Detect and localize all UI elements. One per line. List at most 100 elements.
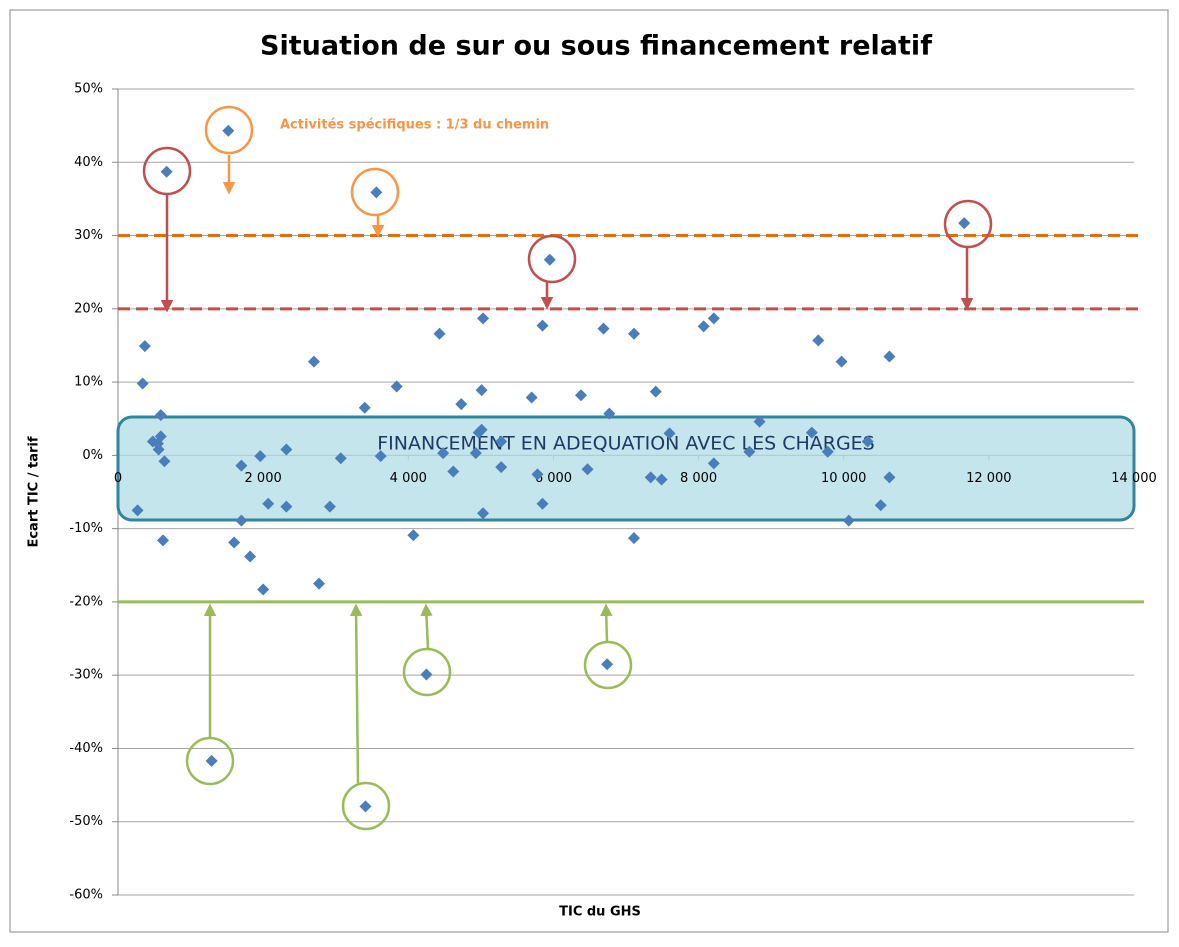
- arrow: [420, 603, 433, 650]
- point: [883, 471, 896, 484]
- x-tick-label: 10 000: [821, 471, 867, 486]
- point: [707, 457, 720, 470]
- point: [280, 500, 293, 513]
- point: [495, 461, 508, 474]
- point: [262, 497, 275, 510]
- point: [334, 452, 347, 465]
- x-tick-label: 2 000: [245, 471, 282, 486]
- point: [469, 447, 482, 460]
- arrow: [349, 603, 363, 784]
- point: [597, 322, 610, 335]
- y-tick-label: -10%: [69, 521, 103, 536]
- points: [131, 124, 971, 813]
- point: [307, 355, 320, 368]
- point: [235, 459, 248, 472]
- annotation: Activités spécifiques : 1/3 du chemin: [280, 118, 549, 133]
- point: [644, 471, 657, 484]
- point: [433, 327, 446, 340]
- point: [835, 355, 848, 368]
- x-tick-label: 12 000: [966, 471, 1012, 486]
- point: [228, 536, 241, 549]
- point: [536, 319, 549, 332]
- point: [257, 583, 270, 596]
- y-tick-label: 50%: [74, 82, 103, 97]
- highlight-circle: [341, 781, 391, 831]
- point: [697, 320, 710, 333]
- box-label: FINANCEMENT EN ADEQUATION AVEC LES CHARG…: [377, 433, 875, 455]
- highlights: [142, 105, 993, 831]
- arrows: [160, 155, 974, 784]
- point: [495, 435, 508, 448]
- point: [313, 577, 326, 590]
- point: [649, 385, 662, 398]
- chart-title: Situation de sur ou sous financement rel…: [260, 31, 932, 62]
- highlight-circle: [350, 167, 400, 217]
- point: [543, 253, 556, 266]
- point: [536, 497, 549, 510]
- y-tick-label: 0%: [82, 448, 103, 463]
- point: [160, 165, 173, 178]
- point: [842, 514, 855, 527]
- point: [821, 445, 834, 458]
- point: [663, 427, 676, 440]
- point: [235, 514, 248, 527]
- point: [280, 443, 293, 456]
- point: [136, 377, 149, 390]
- point: [743, 445, 756, 458]
- point: [374, 450, 387, 463]
- y-tick-label: -40%: [69, 741, 103, 756]
- point: [323, 500, 336, 513]
- point: [222, 124, 235, 137]
- y-tick-label: 10%: [74, 375, 103, 390]
- point: [958, 217, 971, 230]
- point: [655, 473, 668, 486]
- point: [531, 468, 544, 481]
- x-axis-label: TIC du GHS: [559, 905, 641, 920]
- point: [883, 350, 896, 363]
- point: [420, 668, 433, 681]
- y-tick-label: -30%: [69, 668, 103, 683]
- x-tick-label: 0: [114, 471, 122, 486]
- y-tick-label: -60%: [69, 888, 103, 903]
- highlight-circle: [204, 105, 254, 155]
- point: [477, 507, 490, 520]
- ticks: -60% -50% -40% -30% -20% -10% 0% 10% 20% 30% 40% 50…: [69, 82, 1156, 903]
- point: [753, 415, 766, 428]
- y-tick-label: 30%: [74, 228, 103, 243]
- point: [154, 409, 167, 422]
- highlight-circle: [583, 640, 633, 690]
- point: [627, 327, 640, 340]
- point: [437, 447, 450, 460]
- point: [575, 389, 588, 402]
- point: [447, 465, 460, 478]
- point: [390, 380, 403, 393]
- point: [358, 401, 371, 414]
- point: [370, 186, 383, 199]
- x-tick-label: 6 000: [535, 471, 572, 486]
- point: [627, 532, 640, 545]
- point: [874, 499, 887, 512]
- point: [455, 398, 468, 411]
- point: [156, 534, 169, 547]
- point: [525, 391, 538, 404]
- y-tick-label: -50%: [69, 814, 103, 829]
- point: [581, 463, 594, 476]
- point: [138, 340, 151, 353]
- y-tick-label: 20%: [74, 301, 103, 316]
- point: [603, 407, 616, 420]
- point: [205, 754, 218, 767]
- arrow: [600, 603, 613, 643]
- x-tick-label: 4 000: [390, 471, 427, 486]
- point: [154, 430, 167, 443]
- point: [254, 450, 267, 463]
- point: [475, 423, 488, 436]
- highlight-circle: [527, 234, 577, 284]
- y-tick-label: 40%: [74, 155, 103, 170]
- point: [131, 504, 144, 517]
- point: [475, 384, 488, 397]
- point: [244, 550, 257, 563]
- point: [707, 312, 720, 325]
- point: [152, 443, 165, 456]
- x-tick-label: 8 000: [680, 471, 717, 486]
